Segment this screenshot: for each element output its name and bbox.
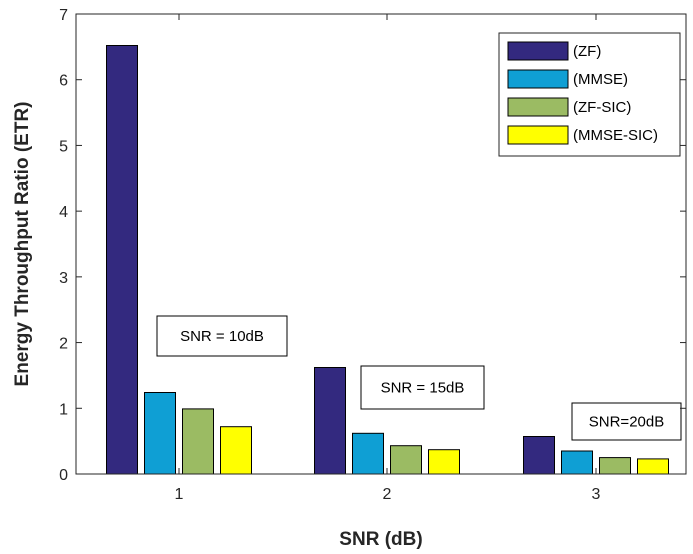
x-axis-title: SNR (dB) bbox=[339, 529, 422, 550]
annotation-box bbox=[360, 365, 485, 410]
annotation-box bbox=[156, 315, 288, 357]
bars-group bbox=[106, 45, 669, 475]
x-tick-label: 3 bbox=[592, 486, 601, 503]
legend-label: (ZF) bbox=[573, 43, 601, 60]
annotation-label: SNR = 10dB bbox=[180, 328, 264, 345]
bar-zf-3 bbox=[523, 436, 555, 475]
y-tick-label: 1 bbox=[59, 401, 68, 418]
x-tick-label: 2 bbox=[383, 486, 392, 503]
legend-swatch bbox=[507, 69, 569, 89]
y-tick-label: 3 bbox=[59, 270, 68, 287]
legend-swatch bbox=[507, 125, 569, 145]
x-tick-label: 1 bbox=[175, 486, 184, 503]
y-tick-label: 0 bbox=[59, 467, 68, 484]
annotation-box bbox=[571, 402, 682, 441]
legend: (ZF) (MMSE) (ZF-SIC) (MMSE-SIC) bbox=[498, 32, 681, 157]
y-axis-title: Energy Throughput Ratio (ETR) bbox=[12, 102, 33, 387]
bar-zf-sic-2 bbox=[390, 445, 422, 475]
bar-zf-1 bbox=[106, 45, 138, 475]
legend-swatch bbox=[507, 41, 569, 61]
y-tick-label: 5 bbox=[59, 138, 68, 155]
bar-zf-sic-1 bbox=[182, 408, 214, 475]
legend-label: (MMSE-SIC) bbox=[573, 127, 658, 144]
y-tick-label: 4 bbox=[59, 204, 68, 221]
legend-swatch bbox=[507, 97, 569, 117]
axes-box bbox=[75, 13, 687, 475]
bar-mmse-sic-2 bbox=[428, 449, 460, 475]
y-tick-label: 6 bbox=[59, 73, 68, 90]
bar-mmse-3 bbox=[561, 450, 593, 475]
annotation-label: SNR = 15dB bbox=[381, 380, 465, 397]
bar-mmse-sic-1 bbox=[220, 426, 252, 475]
bar-mmse-1 bbox=[144, 392, 176, 475]
axes-group: 0 1 2 3 4 5 6 7 1 2 3 bbox=[59, 7, 687, 503]
y-tick-label: 7 bbox=[59, 7, 68, 24]
bar-zf-2 bbox=[314, 367, 346, 475]
y-tick-label: 2 bbox=[59, 336, 68, 353]
legend-label: (ZF-SIC) bbox=[573, 99, 631, 116]
annotation-label: SNR=20dB bbox=[589, 414, 664, 431]
bar-mmse-sic-3 bbox=[637, 458, 669, 475]
annotations-group: SNR = 10dB SNR = 15dB SNR=20dB bbox=[156, 315, 682, 441]
legend-label: (MMSE) bbox=[573, 71, 628, 88]
bar-mmse-2 bbox=[352, 432, 384, 475]
bar-zf-sic-3 bbox=[599, 457, 631, 475]
